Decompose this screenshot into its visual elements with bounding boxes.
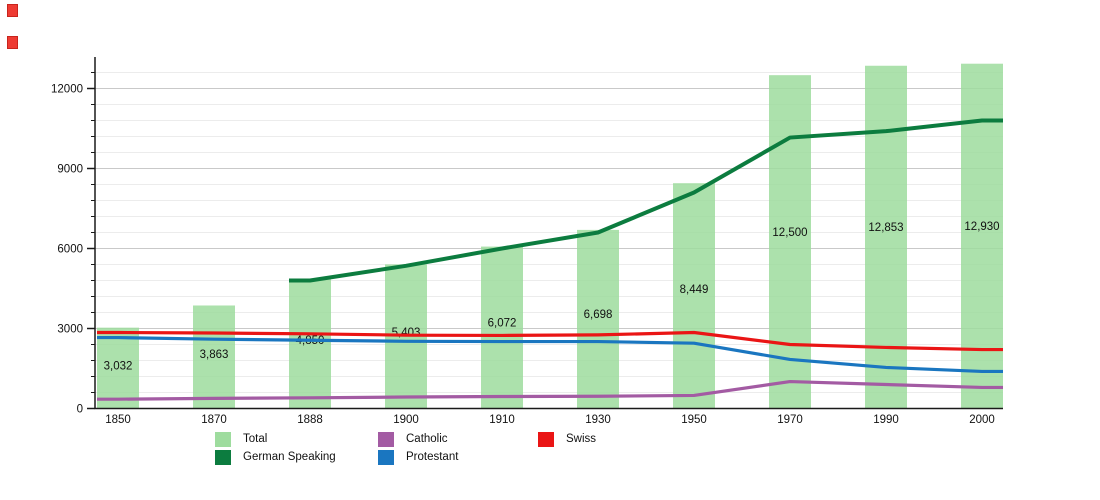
line-swiss xyxy=(97,330,1003,352)
legend-label: Swiss xyxy=(566,432,597,445)
bar-value-label-1900: 5,403 xyxy=(392,327,421,339)
x-tick-label-1910: 1910 xyxy=(489,414,515,426)
bar-value-label-1930: 6,698 xyxy=(584,309,613,321)
total-bar-1930 xyxy=(577,229,619,409)
legend-swatch-icon xyxy=(378,449,394,465)
x-tick-label-1900: 1900 xyxy=(393,414,419,426)
bar-value-label-1970: 12,500 xyxy=(772,227,807,239)
bar-value-label-1910: 6,072 xyxy=(488,318,517,330)
legend-swatch-icon xyxy=(538,431,554,447)
line-protestant xyxy=(97,335,1003,374)
x-tick-label-1888: 1888 xyxy=(297,414,323,426)
red-square-marker-icon xyxy=(7,4,18,17)
legend-swatch-icon xyxy=(378,431,394,447)
legend-item-protestant: Protestant xyxy=(378,449,458,465)
y-tick-label: 6000 xyxy=(57,244,83,256)
total-bar-1990 xyxy=(865,65,907,409)
y-tick-label: 9000 xyxy=(57,164,83,176)
line-catholic xyxy=(97,379,1003,401)
total-bar-1910 xyxy=(481,246,523,409)
total-bar-1888 xyxy=(289,279,331,409)
x-tick-label-1950: 1950 xyxy=(681,414,707,426)
y-tick-label: 3000 xyxy=(57,324,83,336)
bar-value-label-1950: 8,449 xyxy=(680,284,709,296)
y-tick-label: 0 xyxy=(77,404,83,416)
bar-value-label-1870: 3,863 xyxy=(200,349,229,361)
x-tick-label-2000: 2000 xyxy=(969,414,995,426)
total-bar-1950 xyxy=(673,183,715,409)
legend-item-swiss: Swiss xyxy=(538,431,596,447)
legend-item-german-speaking: German Speaking xyxy=(215,449,336,465)
red-square-marker-icon xyxy=(7,36,18,49)
bar-value-label-2000: 12,930 xyxy=(964,221,999,233)
x-tick-label-1930: 1930 xyxy=(585,414,611,426)
x-tick-label-1970: 1970 xyxy=(777,414,803,426)
line-german-speaking xyxy=(289,118,1003,283)
bar-value-label-1850: 3,032 xyxy=(104,361,133,373)
legend-item-total: Total xyxy=(215,431,267,447)
legend-label: German Speaking xyxy=(243,450,336,463)
legend-swatch-icon xyxy=(215,431,231,447)
legend-label: Catholic xyxy=(406,432,448,445)
x-tick-label-1990: 1990 xyxy=(873,414,899,426)
legend-label: Total xyxy=(243,432,268,445)
x-tick-label-1850: 1850 xyxy=(105,414,131,426)
y-tick-label: 12000 xyxy=(51,84,83,96)
total-bar-1870 xyxy=(193,305,235,409)
total-bar-1850 xyxy=(97,327,139,409)
legend-label: Protestant xyxy=(406,450,459,463)
total-bar-2000 xyxy=(961,63,1003,409)
x-tick-label-1870: 1870 xyxy=(201,414,227,426)
total-bar-1970 xyxy=(769,75,811,409)
legend-swatch-icon xyxy=(215,449,231,465)
bar-value-label-1990: 12,853 xyxy=(868,222,903,234)
legend-item-catholic: Catholic xyxy=(378,431,448,447)
